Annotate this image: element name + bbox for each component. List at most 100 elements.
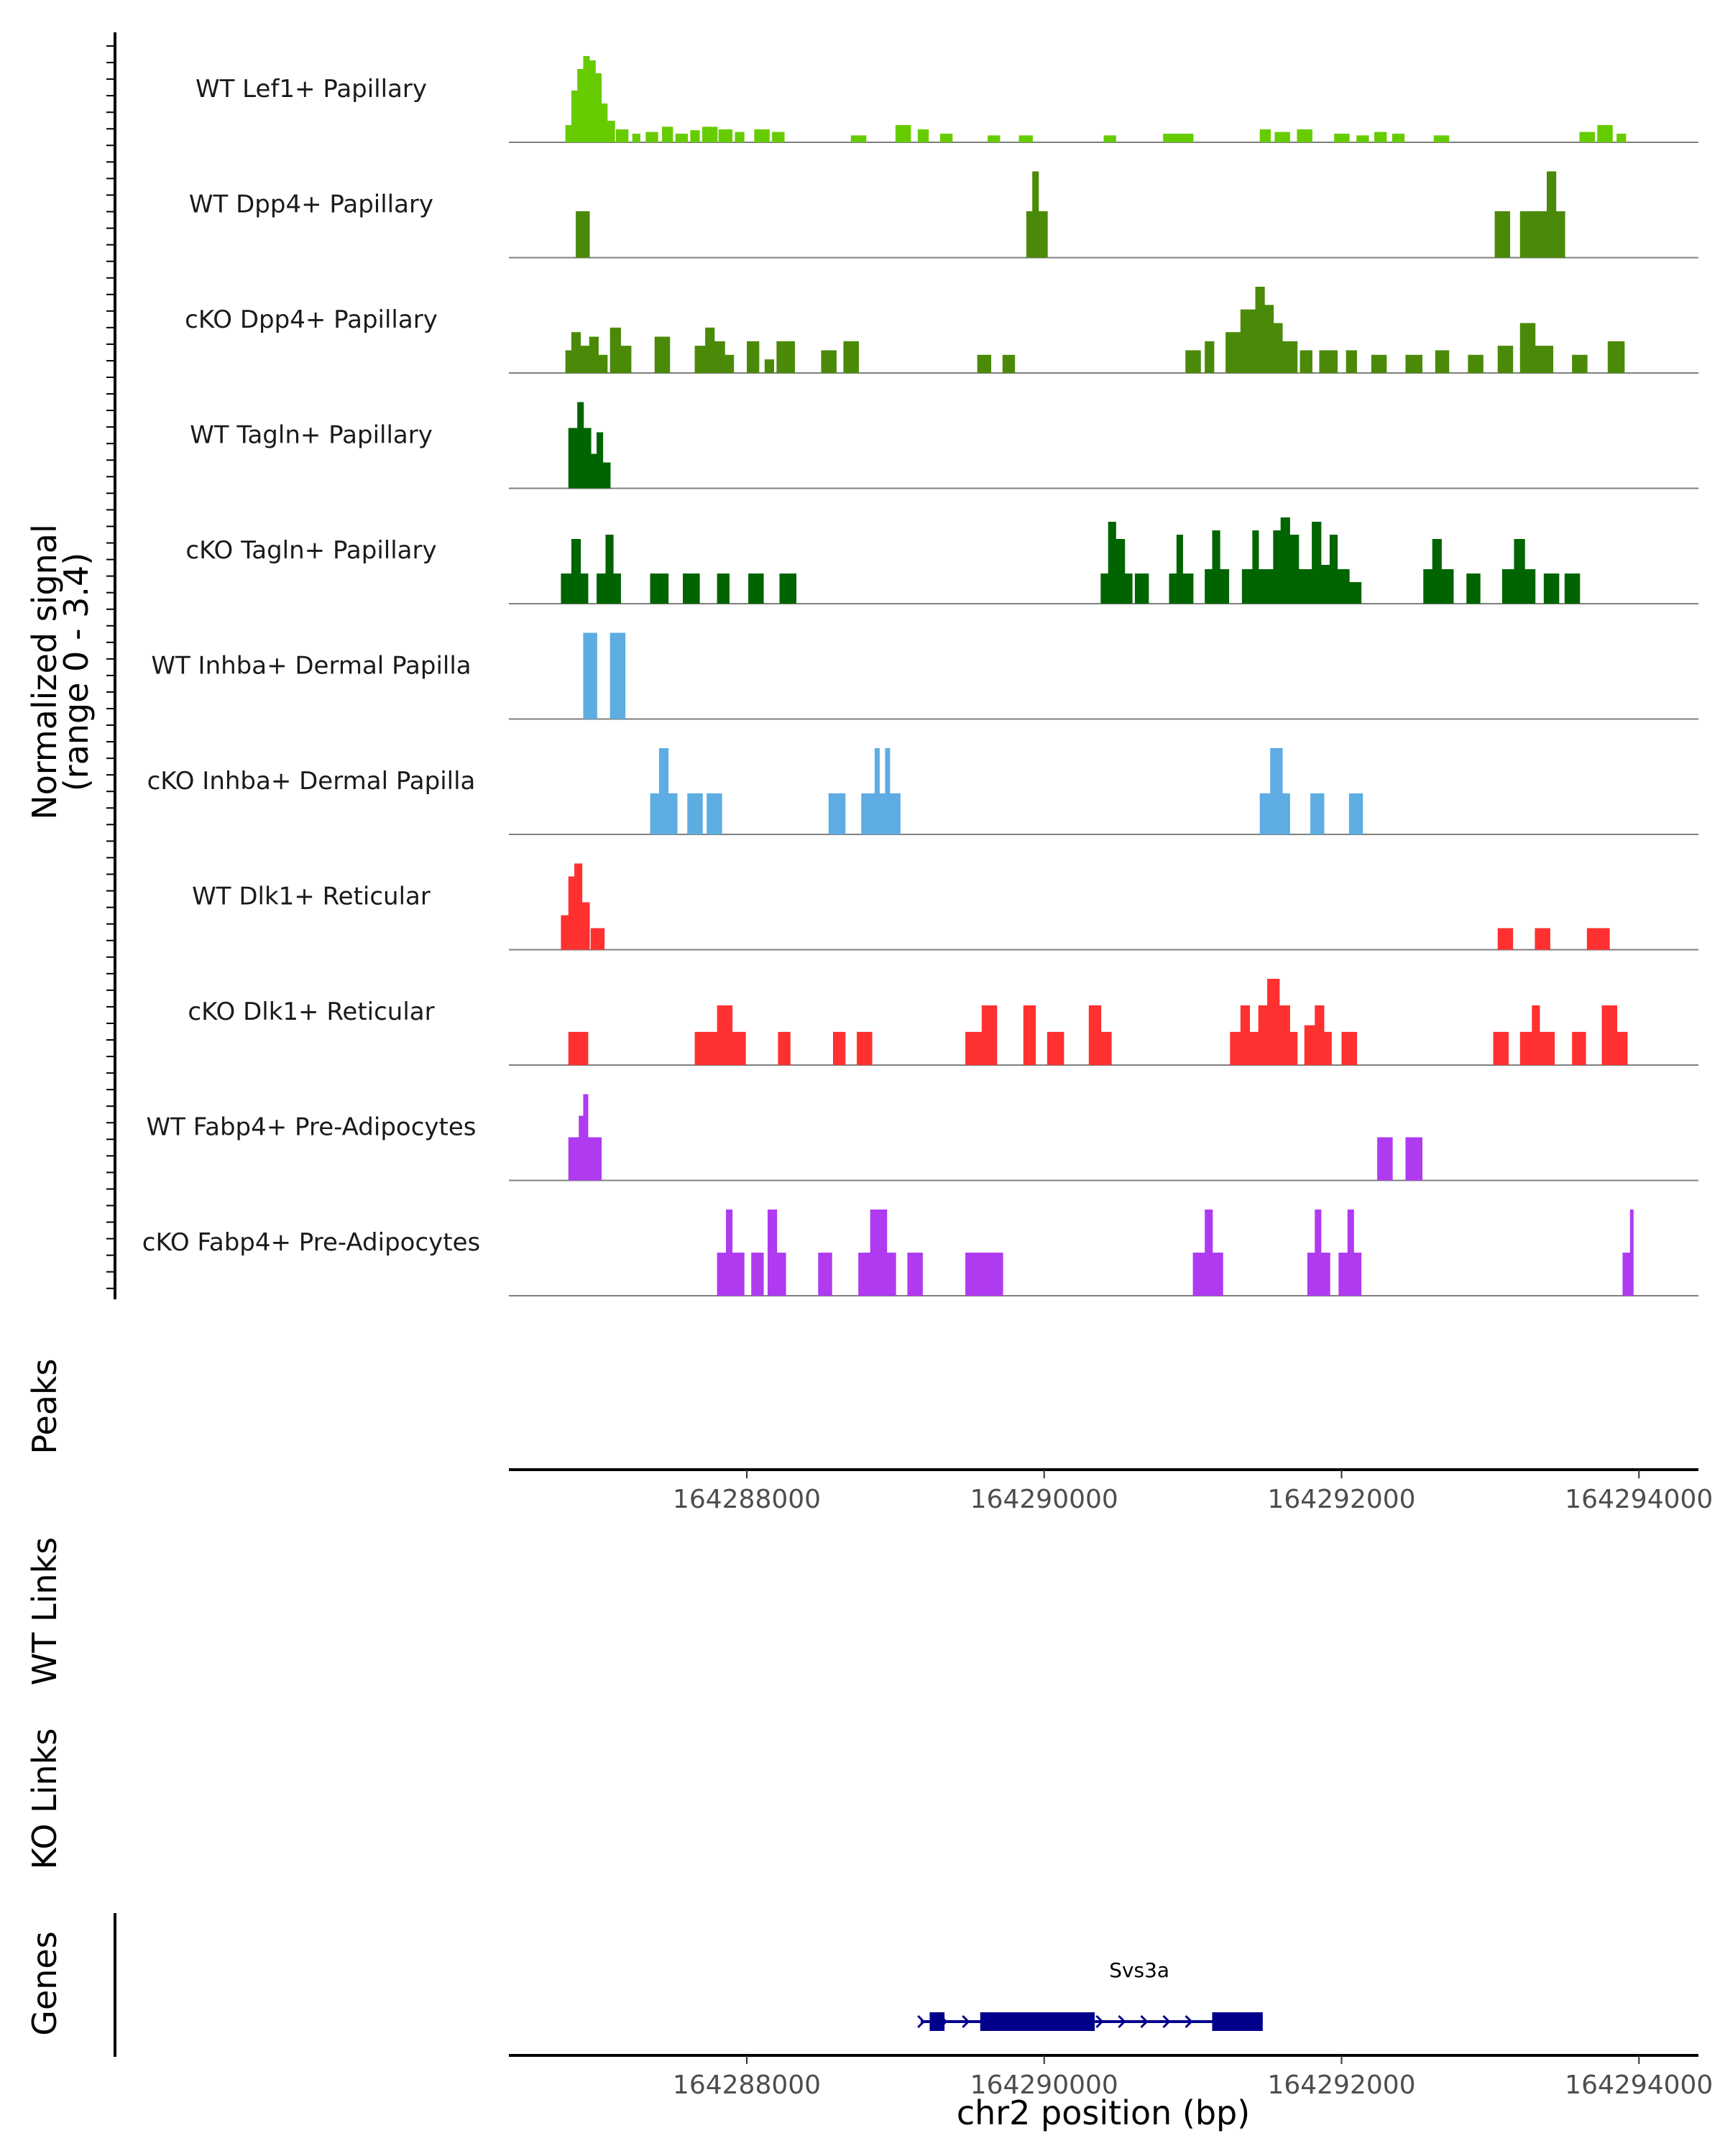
signal-area	[1320, 565, 1330, 604]
signal-area	[597, 432, 604, 489]
signal-area	[1023, 1005, 1036, 1065]
signal-area	[568, 428, 578, 489]
signal-area	[1616, 134, 1627, 142]
coverage-tracks: WT Lef1+ Papillary WT Dpp4+ Papillary cKO …	[142, 56, 1698, 1296]
signal-area	[1297, 129, 1312, 142]
signal-area	[1002, 354, 1016, 373]
signal-area	[1176, 535, 1183, 604]
signal-area	[850, 135, 867, 142]
signal-area	[702, 126, 718, 142]
signal-area	[1289, 1031, 1298, 1065]
signal-area	[1377, 1137, 1393, 1181]
signal-area	[583, 56, 590, 142]
signal-area	[767, 1210, 778, 1296]
signal-area	[751, 1253, 764, 1296]
signal-area	[879, 793, 886, 834]
signal-area	[605, 535, 614, 604]
signal-area	[571, 91, 578, 142]
signal-area	[668, 793, 678, 834]
signal-area	[1353, 1253, 1362, 1296]
signal-area	[707, 793, 722, 834]
track-5: WT Inhba+ Dermal Papilla	[151, 632, 1698, 720]
signal-area	[1249, 1031, 1259, 1065]
signal-area	[1572, 354, 1588, 373]
signal-area	[1601, 1005, 1618, 1065]
x-tick-label: 164292000	[1267, 1485, 1415, 1514]
signal-area	[1282, 793, 1290, 834]
signal-area	[1046, 1031, 1064, 1065]
signal-area	[1341, 1031, 1357, 1065]
signal-area	[579, 1115, 584, 1181]
signal-axis-range: (range 0 - 3.4)	[57, 553, 96, 792]
signal-area	[583, 428, 592, 489]
track-label: cKO Dpp4+ Papillary	[185, 305, 438, 334]
signal-area	[1435, 350, 1450, 373]
signal-area	[1307, 1253, 1316, 1296]
signal-area	[1310, 793, 1325, 834]
x-tick-label: 164288000	[673, 2070, 821, 2100]
signal-area	[1088, 1005, 1102, 1065]
signal-area	[1252, 530, 1259, 604]
x-tick-label: 164288000	[673, 1485, 821, 1514]
signal-area	[1212, 1253, 1223, 1296]
signal-area	[885, 748, 891, 834]
signal-area	[858, 1253, 871, 1296]
signal-area	[718, 129, 733, 142]
signal-area	[571, 539, 581, 604]
signal-area	[675, 134, 689, 142]
signal-area	[1543, 573, 1560, 604]
signal-area	[650, 573, 669, 604]
signal-area	[610, 327, 621, 373]
signal-area	[1273, 323, 1283, 373]
signal-area	[577, 69, 584, 142]
signal-area	[1289, 535, 1300, 604]
signal-area	[1466, 573, 1481, 604]
signal-area	[1100, 1031, 1112, 1065]
gene-track: Svs3a	[917, 1958, 1263, 2031]
signal-area	[1441, 569, 1454, 604]
signal-area	[1304, 1025, 1316, 1065]
track-2: cKO Dpp4+ Papillary	[185, 287, 1698, 374]
track-label: cKO Dlk1+ Reticular	[188, 998, 434, 1026]
signal-area	[658, 748, 669, 834]
track-8: cKO Dlk1+ Reticular	[188, 979, 1698, 1066]
genes-track-label: Genes	[25, 1931, 64, 2035]
signal-area	[1432, 539, 1442, 604]
signal-area	[1205, 341, 1215, 373]
signal-area	[965, 1031, 983, 1065]
signal-area	[754, 129, 770, 142]
signal-area	[598, 354, 608, 373]
signal-area	[1323, 1031, 1332, 1065]
signal-area	[1519, 211, 1547, 258]
signal-area	[1298, 569, 1312, 604]
signal-area	[717, 1253, 727, 1296]
signal-area	[1320, 1253, 1330, 1296]
signal-area	[581, 902, 590, 950]
signal-area	[1169, 573, 1177, 604]
strand-arrow	[962, 2014, 970, 2029]
signal-area	[1501, 569, 1515, 604]
x-tick-label: 164294000	[1565, 2070, 1713, 2100]
signal-area	[1532, 1005, 1540, 1065]
signal-area	[1514, 539, 1525, 604]
signal-area	[662, 126, 673, 142]
signal-area	[874, 748, 880, 834]
signal-area	[1212, 530, 1220, 604]
signal-area	[717, 573, 730, 604]
signal-area	[1255, 287, 1265, 373]
signal-area	[583, 1094, 589, 1181]
signal-area	[650, 793, 660, 834]
signal-area	[1258, 569, 1274, 604]
signal-area	[577, 402, 584, 489]
track-1: WT Dpp4+ Papillary	[189, 171, 1698, 259]
track-label: WT Fabp4+ Pre-Adipocytes	[147, 1113, 477, 1142]
signal-area	[1032, 171, 1039, 258]
signal-area	[1519, 323, 1536, 373]
signal-area	[1280, 517, 1290, 604]
gene-exon	[929, 2012, 945, 2031]
signal-area	[748, 573, 764, 604]
track-label: WT Tagln+ Papillary	[190, 421, 433, 450]
signal-area	[1629, 1210, 1634, 1296]
track-7: WT Dlk1+ Reticular	[192, 863, 1698, 951]
